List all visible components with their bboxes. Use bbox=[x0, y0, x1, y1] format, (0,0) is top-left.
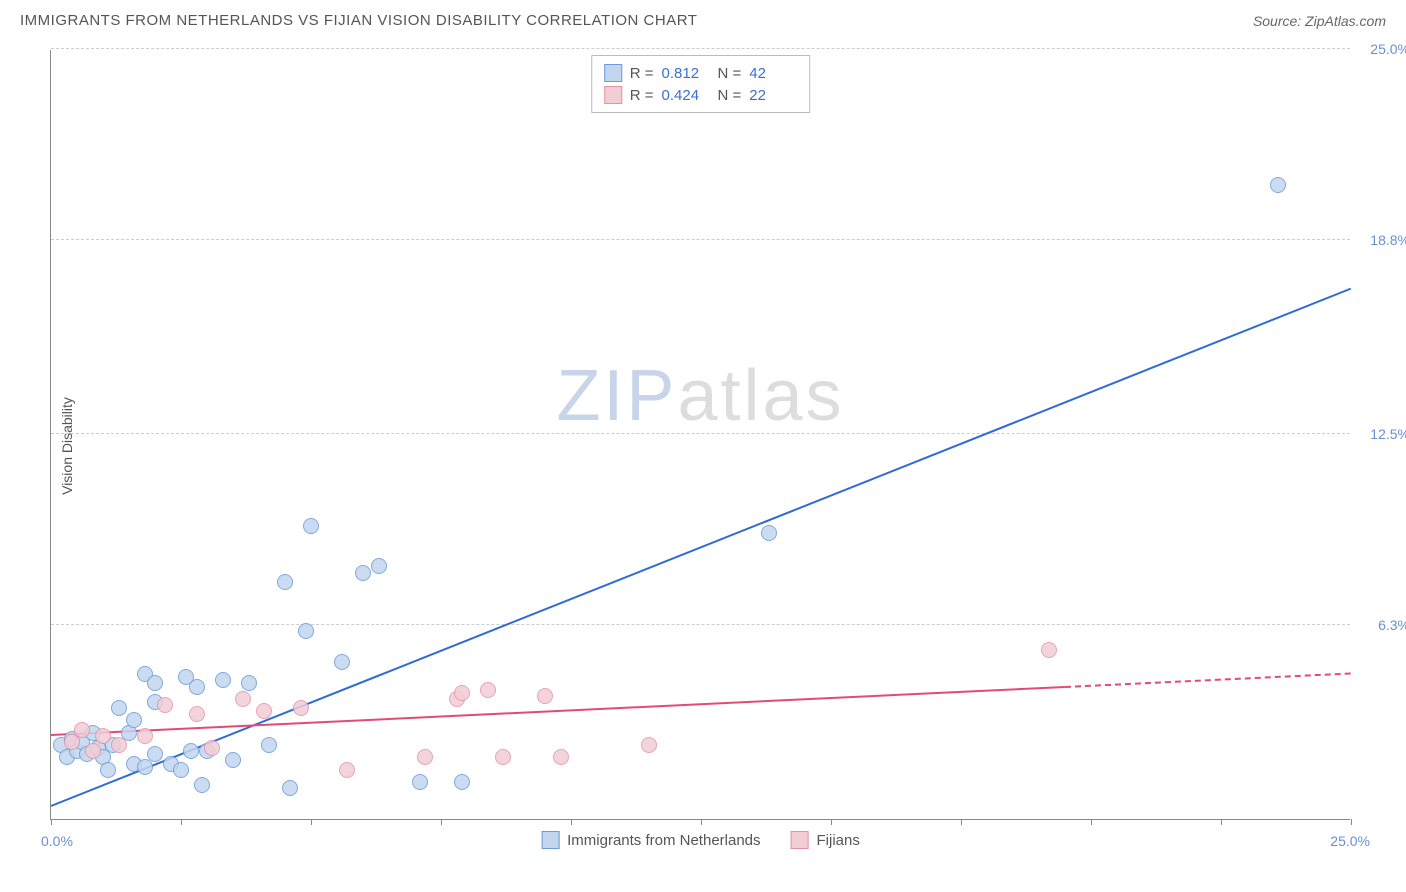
scatter-point bbox=[454, 774, 470, 790]
scatter-point bbox=[371, 558, 387, 574]
scatter-point bbox=[137, 728, 153, 744]
scatter-point bbox=[761, 525, 777, 541]
legend: Immigrants from Netherlands Fijians bbox=[541, 831, 860, 849]
x-tick bbox=[1091, 819, 1092, 825]
scatter-point bbox=[495, 749, 511, 765]
n-label: N = bbox=[718, 87, 742, 104]
source-attribution: Source: ZipAtlas.com bbox=[1253, 13, 1386, 29]
x-tick bbox=[441, 819, 442, 825]
watermark-atlas: atlas bbox=[677, 356, 844, 436]
scatter-point bbox=[204, 740, 220, 756]
scatter-point bbox=[293, 700, 309, 716]
scatter-point bbox=[355, 565, 371, 581]
scatter-point bbox=[641, 737, 657, 753]
scatter-point bbox=[553, 749, 569, 765]
scatter-point bbox=[235, 691, 251, 707]
legend-label: Immigrants from Netherlands bbox=[567, 832, 760, 849]
legend-swatch bbox=[791, 831, 809, 849]
legend-swatch bbox=[541, 831, 559, 849]
stats-box: R = 0.812 N = 42 R = 0.424 N = 22 bbox=[591, 55, 811, 113]
scatter-point bbox=[183, 743, 199, 759]
scatter-point bbox=[215, 672, 231, 688]
legend-item: Fijians bbox=[791, 831, 860, 849]
scatter-point bbox=[126, 712, 142, 728]
scatter-point bbox=[225, 752, 241, 768]
scatter-point bbox=[417, 749, 433, 765]
scatter-point bbox=[256, 703, 272, 719]
y-tick-label: 12.5% bbox=[1370, 426, 1406, 442]
x-tick bbox=[51, 819, 52, 825]
scatter-point bbox=[339, 762, 355, 778]
gridline bbox=[51, 624, 1350, 625]
scatter-point bbox=[261, 737, 277, 753]
x-tick bbox=[181, 819, 182, 825]
r-value: 0.424 bbox=[662, 87, 710, 104]
scatter-point bbox=[241, 675, 257, 691]
scatter-point bbox=[1270, 177, 1286, 193]
scatter-point bbox=[95, 728, 111, 744]
chart-title: IMMIGRANTS FROM NETHERLANDS VS FIJIAN VI… bbox=[20, 12, 697, 29]
x-tick bbox=[311, 819, 312, 825]
scatter-point bbox=[147, 675, 163, 691]
series-swatch bbox=[604, 64, 622, 82]
scatter-point bbox=[173, 762, 189, 778]
scatter-point bbox=[85, 743, 101, 759]
r-label: R = bbox=[630, 87, 654, 104]
scatter-point bbox=[189, 706, 205, 722]
gridline bbox=[51, 433, 1350, 434]
x-tick bbox=[961, 819, 962, 825]
scatter-point bbox=[74, 722, 90, 738]
trend-line bbox=[51, 287, 1352, 806]
y-tick-label: 18.8% bbox=[1370, 232, 1406, 248]
x-tick bbox=[701, 819, 702, 825]
y-tick-label: 25.0% bbox=[1370, 41, 1406, 57]
scatter-point bbox=[303, 518, 319, 534]
x-tick bbox=[571, 819, 572, 825]
chart-plot-area: ZIPatlas R =0.812N =42R =0.424N =22 0.0%… bbox=[50, 50, 1350, 820]
scatter-point bbox=[412, 774, 428, 790]
gridline bbox=[51, 239, 1350, 240]
scatter-point bbox=[157, 697, 173, 713]
scatter-point bbox=[298, 623, 314, 639]
stats-row: R = 0.812 N = 42 bbox=[604, 62, 798, 84]
scatter-point bbox=[282, 780, 298, 796]
x-axis-max-label: 25.0% bbox=[1330, 833, 1370, 849]
watermark: ZIPatlas bbox=[556, 355, 844, 437]
n-label: N = bbox=[718, 65, 742, 82]
x-tick bbox=[831, 819, 832, 825]
scatter-point bbox=[480, 682, 496, 698]
scatter-point bbox=[1041, 642, 1057, 658]
scatter-point bbox=[147, 746, 163, 762]
scatter-point bbox=[111, 737, 127, 753]
y-tick-label: 6.3% bbox=[1378, 617, 1406, 633]
scatter-point bbox=[537, 688, 553, 704]
n-value: 42 bbox=[749, 65, 797, 82]
r-label: R = bbox=[630, 65, 654, 82]
scatter-point bbox=[454, 685, 470, 701]
scatter-point bbox=[100, 762, 116, 778]
x-axis-min-label: 0.0% bbox=[41, 833, 73, 849]
x-tick bbox=[1351, 819, 1352, 825]
scatter-point bbox=[194, 777, 210, 793]
n-value: 22 bbox=[749, 87, 797, 104]
gridline bbox=[51, 48, 1350, 49]
legend-label: Fijians bbox=[817, 832, 860, 849]
scatter-point bbox=[111, 700, 127, 716]
scatter-point bbox=[277, 574, 293, 590]
x-tick bbox=[1221, 819, 1222, 825]
legend-item: Immigrants from Netherlands bbox=[541, 831, 760, 849]
scatter-point bbox=[189, 679, 205, 695]
scatter-point bbox=[334, 654, 350, 670]
r-value: 0.812 bbox=[662, 65, 710, 82]
trend-line-dashed bbox=[1065, 672, 1351, 688]
stats-row: R = 0.424 N = 22 bbox=[604, 84, 798, 106]
header: IMMIGRANTS FROM NETHERLANDS VS FIJIAN VI… bbox=[0, 0, 1406, 37]
series-swatch bbox=[604, 86, 622, 104]
watermark-zip: ZIP bbox=[556, 356, 677, 436]
